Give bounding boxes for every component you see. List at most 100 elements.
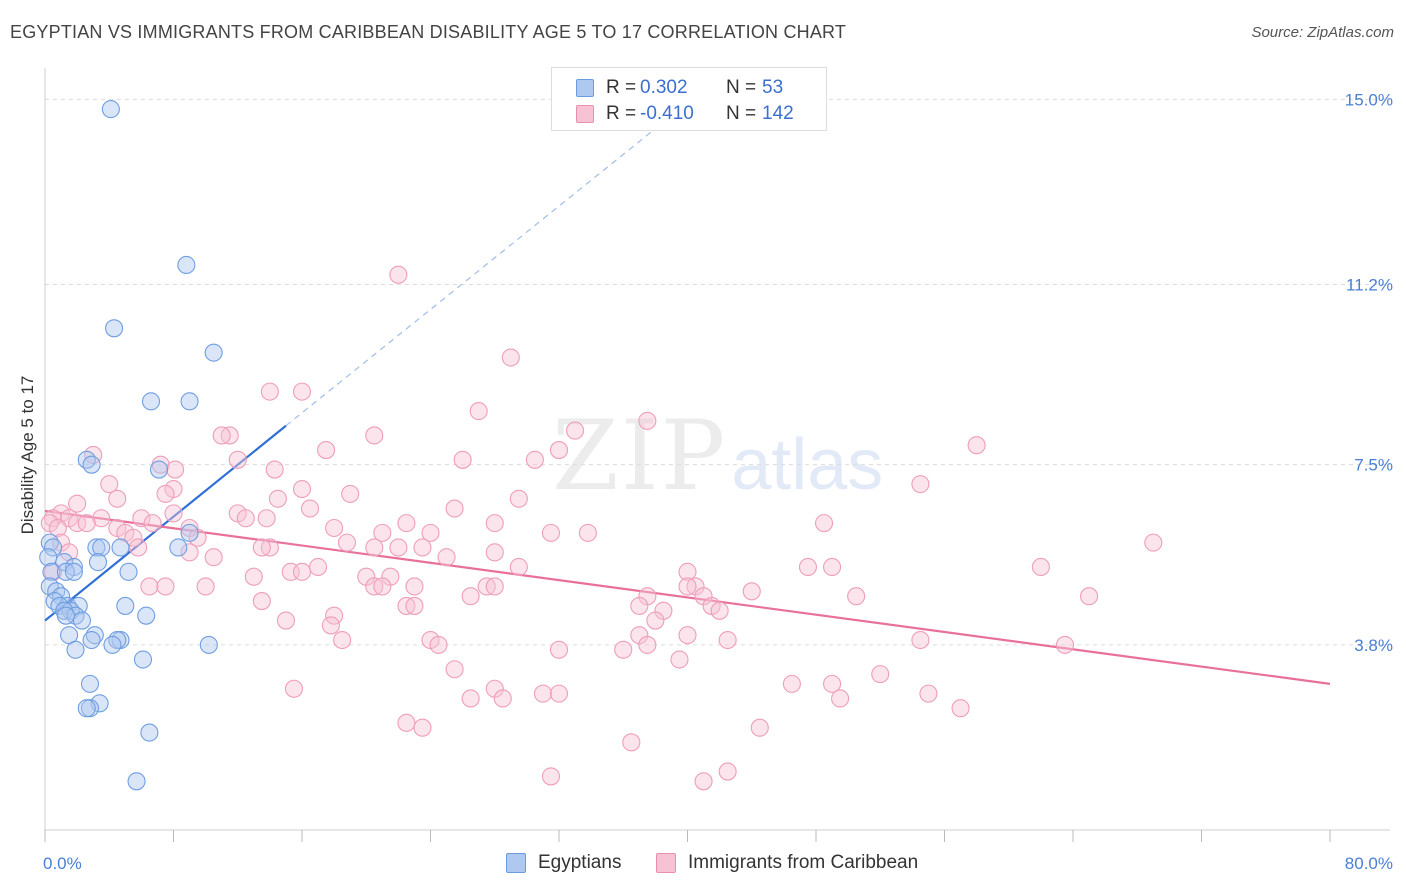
caribbean-point xyxy=(100,475,119,494)
n-label: N = xyxy=(726,77,757,98)
gridlines xyxy=(45,98,1390,646)
caribbean-point xyxy=(413,718,432,737)
egyptian-point xyxy=(116,596,135,615)
tick-labels: 3.8% 7.5% 11.2% 15.0% 0.0% 80.0% xyxy=(43,90,1393,873)
caribbean-point xyxy=(525,450,544,469)
egyptians-legend-swatch xyxy=(506,853,526,873)
egyptian-point xyxy=(82,455,101,474)
caribbean-point xyxy=(337,533,357,552)
legend-row-caribbean: R = -0.410 N = 142 xyxy=(576,101,794,127)
caribbean-point xyxy=(437,548,456,567)
caribbean-point xyxy=(68,514,87,533)
caribbean-point xyxy=(129,538,148,557)
egyptian-point xyxy=(42,562,61,581)
chart-title: EGYPTIAN VS IMMIGRANTS FROM CARIBBEAN DI… xyxy=(10,22,847,42)
caribbean-point xyxy=(244,567,263,586)
caribbean-point xyxy=(397,514,416,533)
caribbean-point xyxy=(485,543,504,562)
caribbean-point xyxy=(1144,533,1163,552)
caribbean-point xyxy=(180,543,199,562)
x-tick-label: 80.0% xyxy=(1345,854,1393,873)
caribbean-points xyxy=(40,265,1163,791)
egyptian-point xyxy=(103,635,122,654)
caribbean-point xyxy=(485,514,504,533)
caribbean-point xyxy=(413,538,432,557)
caribbean-point xyxy=(638,635,657,654)
y-tick-label: 7.5% xyxy=(1354,456,1393,475)
egyptian-point xyxy=(77,699,96,718)
caribbean-point xyxy=(911,630,930,650)
caribbean-point xyxy=(646,611,665,630)
y-tick-label: 3.8% xyxy=(1354,636,1393,655)
egyptian-point xyxy=(40,533,59,552)
egyptians-trend-extension xyxy=(285,128,656,427)
caribbean-point xyxy=(68,494,87,513)
caribbean-point xyxy=(429,635,448,654)
n-label: N = xyxy=(726,103,757,124)
caribbean-point xyxy=(694,772,713,791)
caribbean-point xyxy=(1080,587,1099,606)
caribbean-point xyxy=(750,718,769,737)
caribbean-point xyxy=(252,592,271,611)
caribbean-point xyxy=(549,684,569,703)
legend-item-egyptians[interactable]: Egyptians xyxy=(506,852,621,874)
caribbean-point xyxy=(485,577,504,596)
egyptian-point xyxy=(108,630,127,650)
caribbean-point xyxy=(292,479,312,499)
caribbean-point xyxy=(204,548,223,567)
caribbean-point xyxy=(453,450,472,469)
caribbean-point xyxy=(48,518,67,538)
caribbean-point xyxy=(397,713,416,732)
egyptian-point xyxy=(140,723,159,742)
caribbean-point xyxy=(533,684,552,703)
caribbean-point xyxy=(143,514,162,533)
egyptian-point xyxy=(39,548,58,567)
caribbean-point xyxy=(630,596,649,615)
caribbean-point xyxy=(166,460,185,479)
caribbean-point xyxy=(469,402,488,421)
egyptian-point xyxy=(77,450,96,469)
caribbean-point xyxy=(421,523,440,542)
legend-row-egyptians: R = 0.302 N = 53 xyxy=(576,75,783,101)
caribbean-point xyxy=(373,523,392,542)
caribbean-point xyxy=(461,689,480,708)
egyptian-point xyxy=(80,674,100,693)
caribbean-point xyxy=(124,528,143,547)
n-value: 53 xyxy=(762,77,784,98)
y-tick-label: 15.0% xyxy=(1345,90,1393,109)
caribbean-point xyxy=(823,557,842,577)
caribbean-point xyxy=(325,606,344,625)
r-label: R = xyxy=(606,77,637,98)
caribbean-point xyxy=(309,557,328,577)
caribbean-point xyxy=(614,640,633,659)
egyptian-point xyxy=(85,626,104,645)
caribbean-point xyxy=(670,650,689,669)
caribbean-point xyxy=(140,577,159,596)
caribbean-point xyxy=(951,699,970,718)
caribbean-point xyxy=(325,518,344,538)
legend-item-caribbean[interactable]: Immigrants from Caribbean xyxy=(656,852,918,874)
egyptian-point xyxy=(64,562,83,581)
caribbean-point xyxy=(566,421,585,440)
caribbean-point xyxy=(445,499,464,518)
caribbean-point xyxy=(365,426,384,445)
egyptian-point xyxy=(149,460,169,479)
caribbean-point xyxy=(493,689,512,708)
legend-label-egyptians: Egyptians xyxy=(538,852,622,873)
egyptian-point xyxy=(111,538,130,557)
caribbean-point xyxy=(236,509,255,528)
caribbean-point xyxy=(541,767,561,786)
caribbean-point xyxy=(622,733,641,752)
caribbean-point xyxy=(333,630,352,650)
egyptian-point xyxy=(137,606,156,625)
caribbean-swatch xyxy=(576,105,594,123)
caribbean-point xyxy=(43,509,63,528)
n-value: 142 xyxy=(762,103,794,124)
egyptian-point xyxy=(119,562,138,581)
caribbean-point xyxy=(509,489,528,508)
caribbean-point xyxy=(718,630,737,650)
egyptian-point xyxy=(169,538,188,557)
caribbean-point xyxy=(1031,557,1050,577)
series-legend: Egyptians Immigrants from Caribbean xyxy=(0,852,1406,878)
